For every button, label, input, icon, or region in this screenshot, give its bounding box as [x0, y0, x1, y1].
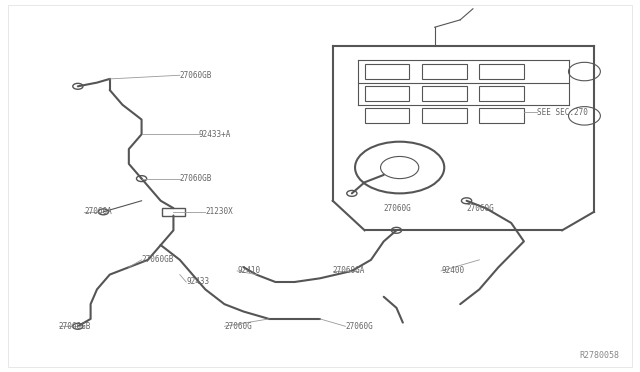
Bar: [422, 86, 467, 101]
Text: 92410: 92410: [237, 266, 260, 275]
Text: 27060G: 27060G: [346, 322, 373, 331]
Text: 27060GA: 27060GA: [333, 266, 365, 275]
Bar: [365, 64, 409, 79]
Text: 27060GB: 27060GB: [180, 174, 212, 183]
Text: 92433+A: 92433+A: [199, 130, 231, 139]
Text: 92400: 92400: [441, 266, 464, 275]
Bar: [365, 109, 409, 123]
Text: 92433: 92433: [186, 278, 209, 286]
Text: 27060G: 27060G: [467, 203, 494, 213]
Text: 21230X: 21230X: [205, 207, 233, 217]
Text: 27060GB: 27060GB: [59, 322, 91, 331]
Text: R2780058: R2780058: [579, 350, 620, 359]
Text: 27060G: 27060G: [384, 203, 412, 213]
Bar: [422, 64, 467, 79]
Bar: [422, 109, 467, 123]
Text: 27060GB: 27060GB: [180, 71, 212, 80]
Bar: [163, 208, 184, 215]
Bar: [365, 86, 409, 101]
Bar: [479, 109, 524, 123]
Text: SEE SEC.270: SEE SEC.270: [537, 108, 588, 117]
Text: 27060G: 27060G: [225, 322, 252, 331]
Bar: [479, 64, 524, 79]
Text: 27060A: 27060A: [84, 207, 112, 217]
Bar: [479, 86, 524, 101]
Text: 27060GB: 27060GB: [141, 255, 174, 264]
